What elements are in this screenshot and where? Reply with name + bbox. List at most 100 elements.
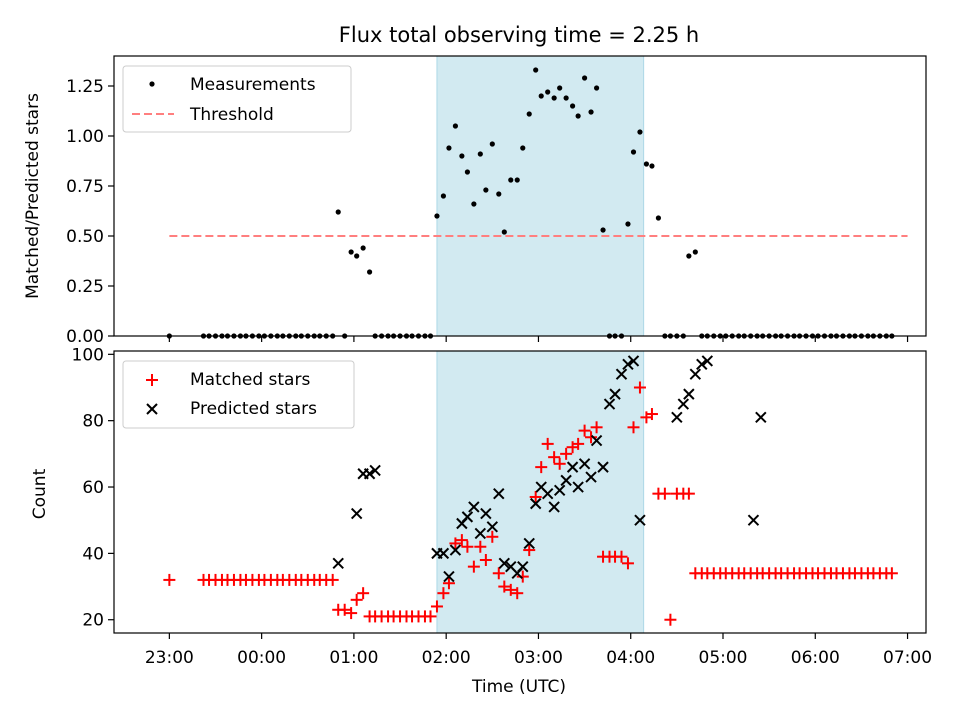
measurement-point	[452, 123, 459, 129]
bottom-x-tick-label: 00:00	[237, 648, 286, 668]
bottom-x-tick-label: 01:00	[329, 648, 378, 668]
matched-star-marker	[437, 587, 450, 600]
matched-stars-series	[163, 381, 898, 626]
bottom-x-tick-label: 06:00	[791, 648, 840, 668]
predicted-star-marker	[585, 471, 597, 483]
predicted-star-marker	[541, 487, 554, 500]
measurement-point	[366, 269, 373, 275]
measurement-point	[477, 151, 483, 157]
bottom-highlight-span	[436, 350, 645, 634]
bottom-x-tick-label: 03:00	[514, 648, 563, 668]
top-y-tick-label: 0.25	[66, 277, 104, 297]
matched-star-marker	[338, 603, 351, 616]
measurement-point	[692, 249, 698, 255]
measurement-point	[630, 149, 637, 155]
measurement-point	[335, 209, 341, 215]
bottom-legend: Matched stars Predicted stars	[122, 360, 355, 429]
predicted-star-marker	[566, 461, 579, 473]
matched-star-marker	[467, 560, 480, 573]
predicted-star-marker	[701, 355, 714, 367]
predicted-star-marker	[480, 507, 492, 520]
top-y-axis: 0.00 0.25 0.50 0.75 1.00 1.25	[66, 77, 114, 347]
matched-star-marker	[590, 421, 603, 434]
predicted-star-marker	[553, 484, 566, 497]
bottom-x-tick-label: 04:00	[606, 648, 655, 668]
predicted-star-marker	[634, 514, 646, 526]
predicted-star-marker	[498, 557, 511, 570]
measurement-point	[649, 163, 655, 169]
top-legend: Measurements Threshold	[122, 65, 352, 133]
top-legend-box	[122, 65, 352, 133]
bottom-x-axis: 23:00 00:00 01:00 02:00 03:00 04:00 05:00 06:00…	[145, 633, 932, 668]
top-y-tick-label: 0.00	[66, 327, 104, 347]
measurement-point	[551, 95, 557, 101]
predicted-star-marker	[671, 411, 683, 424]
top-span-rect	[436, 55, 645, 337]
measurement-point	[533, 67, 539, 73]
matched-star-marker	[578, 424, 591, 437]
measurement-point	[625, 221, 631, 227]
legend-matched-marker	[146, 374, 158, 386]
predicted-star-marker	[590, 434, 603, 447]
matched-star-marker	[516, 570, 529, 583]
matched-star-marker	[449, 537, 462, 550]
top-y-tick-label: 0.75	[66, 177, 104, 197]
top-y-axis-label: Matched/Predicted stars	[23, 93, 43, 299]
matched-star-marker	[461, 540, 474, 553]
predicted-star-marker	[603, 398, 616, 410]
predicted-star-marker	[683, 388, 695, 400]
measurement-point	[686, 253, 692, 259]
predicted-star-marker	[627, 355, 640, 367]
measurement-point	[593, 85, 600, 91]
matched-star-marker	[682, 487, 695, 500]
matched-star-marker	[529, 490, 542, 503]
measurement-point	[496, 191, 502, 197]
top-y-tick-label: 1.25	[66, 77, 104, 97]
measurement-point	[514, 177, 520, 183]
top-x-axis	[168, 336, 909, 342]
bottom-legend-box	[122, 360, 355, 429]
bottom-x-tick-label: 05:00	[699, 648, 748, 668]
matched-star-marker	[504, 583, 517, 596]
top-chart-title: Flux total observing time = 2.25 h	[339, 23, 699, 47]
matched-star-marker	[455, 534, 468, 547]
measurement-point	[588, 109, 594, 115]
measurement-point	[637, 129, 643, 135]
measurement-point	[471, 201, 477, 207]
matched-star-marker	[479, 554, 492, 567]
predicted-star-marker	[696, 358, 708, 370]
predicted-star-marker	[350, 507, 363, 520]
predicted-star-marker	[363, 468, 376, 480]
matched-star-marker	[541, 437, 554, 450]
measurement-point	[557, 85, 563, 91]
legend-measurements-marker	[149, 81, 155, 87]
measurement-point	[446, 145, 452, 151]
predicted-star-marker	[449, 544, 462, 556]
bottom-x-axis-label: Time (UTC)	[471, 677, 566, 697]
bottom-y-tick-label: 80	[82, 412, 104, 432]
matched-star-marker	[350, 593, 363, 606]
predicted-star-marker	[755, 411, 767, 424]
predicted-star-marker	[597, 461, 609, 473]
predicted-stars-series	[332, 355, 767, 583]
matched-star-marker	[535, 461, 548, 474]
predicted-star-marker	[747, 514, 760, 526]
bottom-chart: 20 40 60 80 100 23:00 00:00 01:00 02:00 03:00 04:…	[30, 345, 932, 697]
bottom-span-rect	[436, 350, 645, 634]
top-plot-frame	[113, 55, 927, 337]
top-y-tick-label: 1.00	[66, 127, 104, 147]
matched-star-marker	[572, 437, 585, 450]
legend-predicted-label: Predicted stars	[190, 399, 317, 419]
predicted-star-marker	[486, 521, 499, 533]
predicted-star-marker	[461, 511, 474, 523]
predicted-star-marker	[523, 537, 535, 550]
bottom-y-tick-label: 60	[82, 478, 104, 498]
predicted-star-marker	[560, 474, 572, 487]
predicted-star-marker	[622, 358, 634, 370]
matched-star-marker	[163, 573, 176, 586]
measurement-point	[354, 253, 360, 259]
predicted-star-marker	[689, 368, 702, 380]
predicted-star-marker	[572, 481, 584, 493]
matched-star-marker	[627, 421, 640, 434]
